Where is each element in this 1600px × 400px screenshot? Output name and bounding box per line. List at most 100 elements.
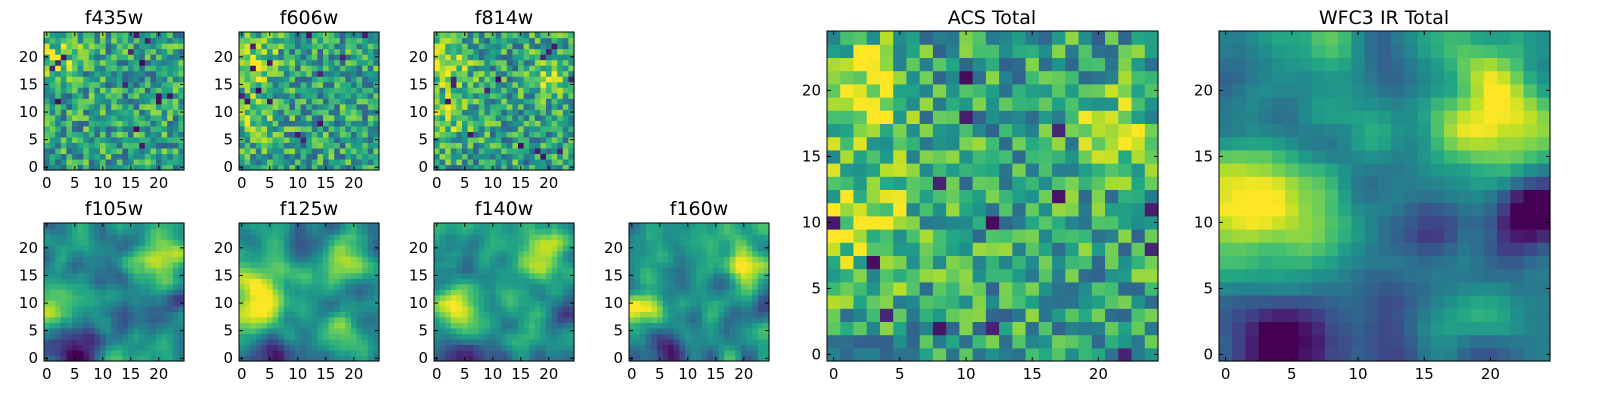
heatmap-cell	[484, 48, 491, 55]
heatmap-cell	[478, 294, 485, 301]
heatmap-cell	[523, 283, 530, 290]
heatmap-cell	[373, 59, 380, 66]
heatmap-cell	[49, 164, 56, 171]
heatmap-cell	[144, 294, 151, 301]
heatmap-cell	[512, 245, 519, 252]
heatmap-cell	[518, 289, 525, 296]
heatmap-cell	[746, 305, 753, 312]
heatmap-cell	[529, 294, 536, 301]
heatmap-cell	[88, 283, 95, 290]
heatmap-cell	[239, 333, 246, 340]
heatmap-cell	[88, 153, 95, 160]
heatmap-cell	[300, 316, 307, 323]
heatmap-cell	[351, 316, 358, 323]
heatmap-cell	[478, 322, 485, 329]
heatmap-cell	[484, 142, 491, 149]
heatmap-cell	[144, 223, 151, 230]
heatmap-cell	[467, 272, 474, 279]
heatmap-cell	[746, 256, 753, 263]
heatmap-cell	[60, 153, 67, 160]
heatmap-cell	[439, 294, 446, 301]
heatmap-cell	[484, 278, 491, 285]
x-tick-label: 20	[539, 365, 558, 383]
y-tick-label: 15	[409, 75, 428, 93]
heatmap-cell	[267, 109, 274, 116]
heatmap-cell	[311, 92, 318, 99]
heatmap-cell	[55, 344, 62, 351]
heatmap-cell	[501, 43, 508, 50]
x-tick-label: 20	[734, 365, 753, 383]
heatmap-cell	[139, 81, 146, 88]
heatmap-cell	[450, 37, 457, 44]
heatmap-cell	[495, 54, 502, 61]
heatmap-cell	[568, 267, 575, 274]
heatmap-cell	[690, 223, 697, 230]
heatmap-cell	[345, 37, 352, 44]
heatmap-cell	[88, 272, 95, 279]
heatmap-cell	[534, 283, 541, 290]
heatmap-cell	[283, 43, 290, 50]
heatmap-cell	[518, 37, 525, 44]
heatmap-cell	[283, 272, 290, 279]
heatmap-cell	[345, 311, 352, 318]
heatmap-cell	[501, 147, 508, 155]
heatmap-cell	[72, 136, 79, 143]
heatmap-cell	[289, 289, 296, 296]
heatmap-cell	[122, 65, 129, 72]
heatmap-cell	[167, 109, 174, 116]
heatmap-cell	[100, 136, 107, 143]
heatmap-cell	[534, 355, 541, 362]
heatmap-cell	[523, 289, 530, 296]
heatmap-cell	[267, 37, 274, 44]
heatmap-cell	[255, 81, 262, 88]
heatmap-cell	[434, 305, 441, 312]
heatmap-cell	[763, 256, 770, 263]
heatmap-cell	[128, 316, 135, 323]
heatmap-cell	[640, 338, 647, 346]
heatmap-cell	[701, 228, 708, 235]
heatmap-cell	[506, 311, 513, 318]
heatmap-cell	[707, 289, 714, 296]
heatmap-cell	[60, 109, 67, 116]
heatmap-cell	[557, 48, 564, 55]
heatmap-cell	[133, 54, 140, 61]
heatmap-cell	[167, 142, 174, 149]
heatmap-cell	[373, 234, 380, 241]
heatmap-cell	[72, 87, 79, 94]
heatmap-cell	[156, 136, 163, 143]
heatmap-cell	[467, 311, 474, 318]
heatmap-cell	[283, 311, 290, 318]
heatmap-cell	[866, 202, 881, 217]
heatmap-cell	[757, 305, 764, 312]
heatmap-cell	[261, 316, 268, 323]
heatmap-cell	[551, 250, 558, 257]
heatmap-cell	[88, 164, 95, 171]
heatmap-cell	[668, 338, 675, 346]
heatmap-cell	[83, 147, 90, 155]
heatmap-cell	[478, 261, 485, 268]
heatmap-cell	[105, 278, 112, 285]
heatmap-cell	[546, 70, 553, 77]
heatmap-cell	[679, 338, 686, 346]
heatmap-cell	[105, 300, 112, 307]
heatmap-cell	[690, 327, 697, 334]
heatmap-cell	[718, 228, 725, 235]
heatmap-cell	[450, 250, 457, 257]
heatmap-cell	[300, 344, 307, 351]
heatmap-cell	[178, 32, 185, 39]
heatmap-cell	[540, 136, 547, 143]
heatmap-cell	[356, 147, 363, 155]
heatmap-cell	[467, 267, 474, 274]
heatmap-cell	[879, 347, 894, 362]
heatmap-cell	[100, 109, 107, 116]
heatmap-cell	[311, 344, 318, 351]
heatmap-cell	[60, 261, 67, 268]
heatmap-cell	[345, 59, 352, 66]
heatmap-cell	[506, 147, 513, 155]
x-tick-label: 15	[316, 174, 335, 192]
heatmap-cell	[551, 158, 558, 166]
heatmap-cell	[729, 245, 736, 252]
heatmap-cell	[351, 103, 358, 110]
heatmap-cell	[512, 142, 519, 149]
heatmap-cell	[752, 355, 759, 362]
